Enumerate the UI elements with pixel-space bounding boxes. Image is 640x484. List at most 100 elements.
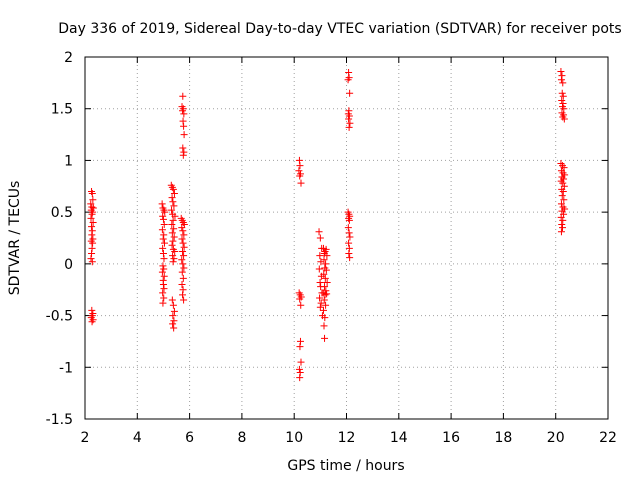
data-point	[557, 76, 565, 84]
data-point	[321, 291, 329, 299]
data-point	[345, 239, 353, 247]
data-point	[180, 148, 188, 156]
data-point	[321, 283, 329, 291]
data-point	[345, 115, 353, 123]
data-point	[159, 212, 167, 220]
data-point	[322, 301, 330, 309]
data-point	[168, 241, 176, 249]
y-tick-label: 0	[64, 257, 73, 273]
data-point	[557, 213, 565, 221]
data-point	[557, 67, 565, 75]
data-point	[169, 252, 177, 260]
data-point	[559, 92, 567, 100]
data-point	[169, 198, 177, 206]
data-point	[320, 270, 328, 278]
data-point	[557, 200, 565, 208]
data-point	[345, 69, 353, 77]
data-point	[180, 122, 188, 130]
data-point	[160, 294, 168, 302]
x-tick-label: 20	[547, 430, 565, 446]
data-point	[560, 115, 568, 123]
data-point	[168, 194, 176, 202]
data-point	[159, 281, 167, 289]
data-point	[168, 296, 176, 304]
data-point	[169, 258, 177, 266]
data-point	[180, 231, 188, 239]
data-point	[180, 110, 188, 118]
data-point	[346, 89, 354, 97]
x-tick-label: 14	[390, 430, 408, 446]
data-point	[171, 247, 179, 255]
data-point	[320, 256, 328, 264]
data-point	[180, 264, 188, 272]
data-point	[317, 299, 325, 307]
data-point	[159, 289, 167, 297]
data-point	[321, 314, 329, 322]
data-point	[180, 243, 188, 251]
data-point	[180, 131, 188, 139]
data-point	[297, 179, 305, 187]
data-point	[558, 221, 566, 229]
data-point	[160, 265, 168, 273]
data-point	[559, 216, 567, 224]
chart-title: Day 336 of 2019, Sidereal Day-to-day VTE…	[58, 21, 621, 37]
y-tick-label: -0.5	[46, 309, 73, 325]
data-point	[88, 203, 96, 211]
data-point	[88, 306, 96, 314]
data-point	[158, 226, 166, 234]
data-point	[88, 190, 96, 198]
data-point	[160, 272, 168, 280]
data-point	[315, 265, 323, 273]
data-point	[296, 337, 304, 345]
data-point	[558, 96, 566, 104]
data-point	[558, 89, 566, 97]
x-tick-label: 16	[442, 430, 460, 446]
data-point	[321, 334, 329, 342]
data-point	[170, 324, 178, 332]
data-point	[179, 239, 187, 247]
data-point	[179, 117, 187, 125]
x-tick-label: 6	[185, 430, 194, 446]
y-tick-label: 1.5	[51, 102, 73, 118]
data-point	[323, 252, 331, 260]
data-point	[322, 245, 330, 253]
data-point	[159, 250, 167, 258]
x-tick-label: 12	[338, 430, 356, 446]
data-point	[560, 105, 568, 113]
data-point	[178, 224, 186, 232]
data-point	[170, 317, 178, 325]
data-point	[88, 244, 96, 252]
data-point	[557, 228, 565, 236]
data-point	[316, 303, 324, 311]
data-point	[316, 278, 324, 286]
data-point	[88, 227, 96, 235]
data-point	[170, 225, 178, 233]
data-point	[179, 247, 187, 255]
data-point	[179, 227, 187, 235]
grid-lines	[85, 57, 608, 419]
data-point	[315, 228, 323, 236]
data-point	[295, 167, 303, 175]
data-point	[179, 291, 187, 299]
data-point	[345, 107, 353, 115]
data-point	[345, 123, 353, 131]
data-point	[295, 156, 303, 164]
data-point	[558, 72, 566, 80]
x-tick-label: 2	[81, 430, 90, 446]
data-point	[89, 218, 97, 226]
y-tick-label: 0.5	[51, 205, 73, 221]
y-axis-label: SDTVAR / TECUs	[7, 181, 23, 296]
data-points	[87, 67, 569, 382]
data-point	[88, 231, 96, 239]
data-point	[160, 239, 168, 247]
data-point	[180, 296, 188, 304]
data-point	[178, 256, 186, 264]
y-tick-label: 2	[64, 50, 73, 66]
data-point	[87, 255, 95, 263]
data-point	[159, 262, 167, 270]
data-point	[322, 260, 330, 268]
data-point	[180, 252, 188, 260]
data-point	[297, 301, 305, 309]
data-point	[316, 252, 324, 260]
